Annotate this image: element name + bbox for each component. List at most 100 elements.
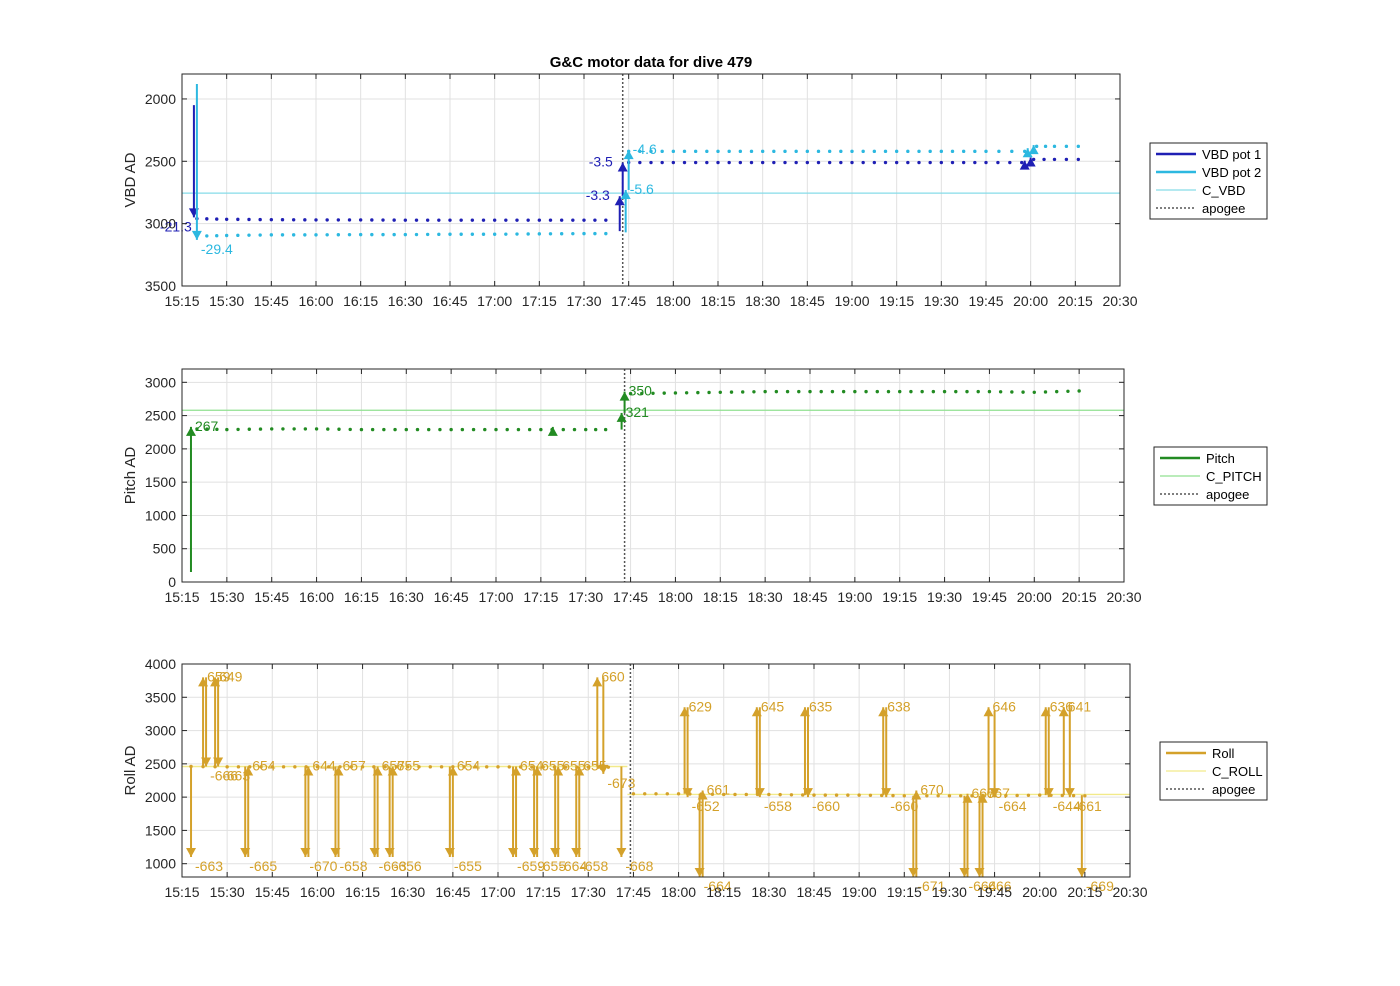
series-dot xyxy=(1043,390,1048,394)
series-dot xyxy=(1043,144,1048,149)
series-dot xyxy=(1083,794,1087,798)
move-label: 635 xyxy=(809,698,833,714)
x-tick-label: 15:15 xyxy=(164,589,199,605)
series-dot xyxy=(327,765,331,769)
series-dot xyxy=(1010,390,1014,394)
move-arrow-head xyxy=(511,766,522,776)
move-label: 657 xyxy=(342,758,366,774)
series-dot xyxy=(898,389,902,394)
move-label: 655 xyxy=(541,758,565,774)
y-tick-label: 3000 xyxy=(145,374,176,390)
series-dot xyxy=(527,427,532,432)
series-dot xyxy=(370,232,374,237)
move-arrow-head xyxy=(1025,157,1036,167)
series-dot xyxy=(1071,793,1076,798)
series-dot xyxy=(225,765,229,769)
move-label: 646 xyxy=(993,698,1017,714)
move-arrow-head xyxy=(962,793,973,803)
series-dot xyxy=(850,160,854,165)
series-dot xyxy=(939,149,944,154)
series-dot xyxy=(696,390,700,395)
series-dot xyxy=(965,389,969,394)
series-dot xyxy=(931,389,936,394)
series-dot xyxy=(530,765,534,769)
series-dot xyxy=(749,160,754,165)
series-dot xyxy=(752,390,756,394)
series-dot xyxy=(325,233,329,237)
series-dot xyxy=(950,149,955,154)
move-arrow-head xyxy=(598,764,609,774)
move-label: -658 xyxy=(339,858,367,874)
move-label: -663 xyxy=(195,858,223,874)
move-label: -664 xyxy=(559,858,587,874)
series-dot xyxy=(738,149,743,154)
series-dot xyxy=(459,232,463,236)
move-label: -658 xyxy=(764,798,792,814)
x-tick-label: 20:15 xyxy=(1058,293,1093,309)
move-arrow-head xyxy=(802,788,813,798)
series-dot xyxy=(1010,149,1014,154)
x-tick-label: 15:15 xyxy=(164,293,199,309)
series-dot xyxy=(393,427,397,432)
series-dot xyxy=(676,792,681,796)
series-dot xyxy=(906,160,910,165)
series-dot xyxy=(548,218,553,222)
move-label: -666 xyxy=(984,878,1012,894)
series-dot xyxy=(347,218,352,222)
series-dot xyxy=(392,232,396,237)
series-dot xyxy=(928,160,932,165)
series-dot xyxy=(269,233,274,237)
x-tick-label: 17:30 xyxy=(571,884,606,900)
series-dot xyxy=(247,217,251,222)
series-dot xyxy=(403,232,408,237)
series-dot xyxy=(660,160,664,165)
series-dot xyxy=(293,765,297,769)
series-dot xyxy=(270,765,274,769)
move-arrow-head xyxy=(983,707,994,717)
series-dot xyxy=(917,149,921,154)
x-tick-label: 20:00 xyxy=(1022,884,1057,900)
move-label: -652 xyxy=(692,798,720,814)
series-dot xyxy=(270,427,274,431)
series-dot xyxy=(526,218,530,222)
move-arrow-head xyxy=(574,766,585,776)
series-dot xyxy=(593,427,598,432)
series-dot xyxy=(205,427,209,431)
x-tick-label: 18:15 xyxy=(700,293,735,309)
series-dot xyxy=(280,218,285,222)
move-label: -655 xyxy=(538,858,566,874)
series-dot xyxy=(718,390,722,394)
series-dot xyxy=(303,233,307,237)
move-arrow-head xyxy=(977,793,988,803)
move-label: -660 xyxy=(890,798,918,814)
move-label: 660 xyxy=(601,668,625,684)
series-dot xyxy=(471,427,476,432)
legend-entry: C_PITCH xyxy=(1206,469,1262,484)
series-dot xyxy=(868,793,873,797)
move-label: -664 xyxy=(968,878,996,894)
series-dot xyxy=(437,218,441,222)
series-dot xyxy=(292,427,296,431)
move-label: 321 xyxy=(626,404,650,420)
series-dot xyxy=(834,793,839,797)
series-dot xyxy=(381,218,385,222)
x-tick-label: 19:15 xyxy=(882,589,917,605)
x-tick-label: 19:30 xyxy=(927,589,962,605)
series-dot xyxy=(582,218,586,222)
x-tick-label: 19:45 xyxy=(968,293,1003,309)
series-dot xyxy=(347,232,352,237)
y-tick-label: 1000 xyxy=(145,507,176,523)
series-dot xyxy=(236,217,240,222)
series-dot xyxy=(794,149,798,154)
move-arrow-head xyxy=(1058,707,1069,717)
series-dot xyxy=(559,232,564,236)
series-dot xyxy=(358,218,363,222)
series-dot xyxy=(643,792,647,796)
series-dot xyxy=(460,427,465,432)
move-label: -668 xyxy=(625,858,653,874)
x-tick-label: 17:30 xyxy=(568,589,603,605)
move-arrow-head xyxy=(697,790,708,800)
move-label: -666 xyxy=(210,768,238,784)
move-label: -664 xyxy=(999,798,1027,814)
